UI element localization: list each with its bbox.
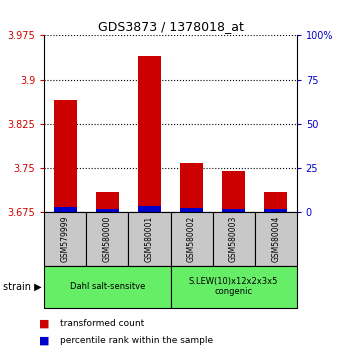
Title: GDS3873 / 1378018_at: GDS3873 / 1378018_at	[98, 20, 243, 33]
Bar	[54, 100, 77, 212]
Bar	[170, 212, 212, 266]
Bar	[255, 212, 297, 266]
Text: ■: ■	[39, 336, 49, 346]
Bar	[138, 206, 161, 212]
Text: transformed count: transformed count	[60, 319, 144, 329]
Text: GSM580003: GSM580003	[229, 216, 238, 262]
Bar	[44, 266, 170, 308]
Bar	[44, 212, 86, 266]
Text: GSM580000: GSM580000	[103, 216, 112, 262]
Text: GSM580002: GSM580002	[187, 216, 196, 262]
Bar	[138, 56, 161, 212]
Bar	[170, 266, 297, 308]
Bar	[264, 192, 287, 212]
Text: strain ▶: strain ▶	[3, 282, 42, 292]
Bar	[212, 212, 255, 266]
Text: Dahl salt-sensitve: Dahl salt-sensitve	[70, 282, 145, 291]
Text: GSM579999: GSM579999	[61, 216, 70, 262]
Bar	[264, 209, 287, 212]
Bar	[96, 192, 119, 212]
Text: ■: ■	[39, 319, 49, 329]
Bar	[86, 212, 129, 266]
Bar	[54, 207, 77, 212]
Bar	[222, 209, 245, 212]
Bar	[180, 208, 203, 212]
Bar	[96, 210, 119, 212]
Text: S.LEW(10)x12x2x3x5
congenic: S.LEW(10)x12x2x3x5 congenic	[189, 277, 278, 296]
Text: GSM580004: GSM580004	[271, 216, 280, 262]
Bar	[129, 212, 170, 266]
Bar	[222, 171, 245, 212]
Text: GSM580001: GSM580001	[145, 216, 154, 262]
Text: percentile rank within the sample: percentile rank within the sample	[60, 336, 213, 345]
Bar	[180, 164, 203, 212]
